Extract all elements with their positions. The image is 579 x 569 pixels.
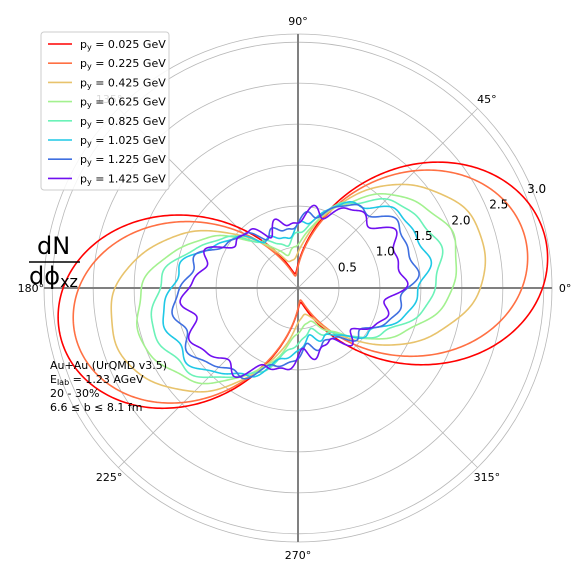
angular-tick-label-4: 180° [18, 282, 45, 295]
angular-grid-spoke-7 [297, 287, 478, 468]
annotation: Au+Au (UrQMD v3.5) Elab = 1.23 AGeV 20 -… [50, 359, 167, 414]
y-axis-label: dN dϕxz [29, 232, 80, 291]
series-line-0 [57, 161, 549, 410]
annotation-line-1: Au+Au (UrQMD v3.5) [50, 359, 167, 372]
main-axes [44, 34, 552, 542]
legend-frame [40, 31, 170, 191]
legend-label-0: py = 0.025 GeV [80, 38, 166, 52]
radial-tick-label-1: 1.0 [376, 245, 395, 259]
radial-tick-label-0: 0.5 [338, 260, 357, 274]
angular-tick-labels: 0°45°90°135°180°225°270°315° [18, 15, 572, 562]
legend: py = 0.025 GeV py = 0.225 GeV py = 0.425 G… [40, 31, 170, 191]
series-line-5 [162, 201, 433, 378]
legend-label-1: py = 0.225 GeV [80, 57, 166, 71]
legend-label-4: py = 0.825 GeV [80, 115, 166, 129]
angular-tick-label-5: 225° [96, 471, 123, 484]
legend-label-6: py = 1.225 GeV [80, 153, 166, 167]
annotation-line-2: Elab = 1.23 AGeV [50, 373, 144, 387]
annotation-line-4: 6.6 ≤ b ≤ 8.1 fm [50, 401, 142, 414]
legend-label-5: py = 1.025 GeV [80, 134, 166, 148]
series-line-6 [171, 203, 420, 380]
ylabel-numerator: dN [37, 232, 70, 260]
legend-label-7: py = 1.425 GeV [80, 172, 166, 186]
series-line-1 [72, 169, 529, 404]
legend-label-3: py = 0.625 GeV [80, 96, 166, 110]
angular-tick-label-0: 0° [559, 282, 572, 295]
legend-label-2: py = 0.425 GeV [80, 76, 166, 90]
radial-tick-label-4: 2.5 [489, 198, 508, 212]
angular-tick-label-2: 90° [288, 15, 308, 28]
radial-tick-label-3: 2.0 [451, 213, 470, 227]
series-lines [57, 161, 549, 410]
radial-tick-label-5: 3.0 [527, 182, 546, 196]
radial-tick-labels: 0.5 1.0 1.5 2.0 2.5 3.0 [338, 182, 546, 274]
series-line-3 [136, 192, 458, 385]
angular-grid-spoke-1 [297, 108, 478, 289]
legend-items: py = 0.025 GeV py = 0.225 GeV py = 0.425 G… [48, 38, 166, 186]
series-line-2 [110, 183, 487, 393]
series-line-7 [179, 204, 409, 379]
angular-tick-label-1: 45° [477, 93, 497, 106]
angular-tick-label-7: 315° [474, 471, 501, 484]
radial-tick-label-2: 1.5 [414, 229, 433, 243]
angular-tick-label-6: 270° [285, 549, 312, 562]
annotation-line-3: 20 - 30% [50, 387, 99, 400]
ylabel-denominator: dϕxz [29, 262, 78, 291]
